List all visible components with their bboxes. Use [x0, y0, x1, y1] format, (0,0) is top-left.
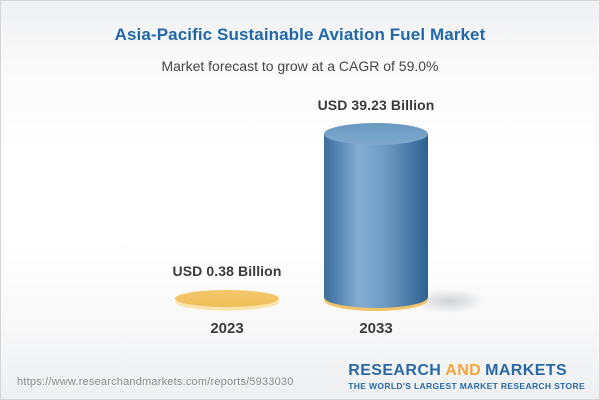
disc-ellipse [175, 290, 279, 307]
logo-word-research: RESEARCH [348, 361, 442, 379]
logo-word-markets: MARKETS [485, 361, 568, 379]
value-label-2033: USD 39.23 Billion [317, 97, 435, 113]
category-label-2033: 2033 [359, 320, 393, 337]
disc-shape [175, 290, 279, 311]
cylinder-shape [324, 123, 428, 311]
page-subtitle: Market forecast to grow at a CAGR of 59.… [161, 58, 439, 74]
page-title: Asia-Pacific Sustainable Aviation Fuel M… [114, 25, 486, 44]
logo-word-and: AND [445, 361, 482, 379]
value-label-2023: USD 0.38 Billion [172, 263, 282, 279]
logo-tagline: THE WORLD'S LARGEST MARKET RESEARCH STOR… [348, 380, 585, 391]
cylinder-top-ellipse [324, 123, 428, 145]
research-and-markets-logo: RESEARCH AND MARKETS THE WORLD'S LARGEST M… [348, 361, 585, 391]
bar-2023-disc [167, 287, 287, 319]
bar-2033-cylinder [316, 121, 436, 319]
report-url: https://www.researchandmarkets.com/repor… [17, 376, 294, 388]
logo-wordmark: RESEARCH AND MARKETS [348, 361, 585, 379]
category-label-2023: 2023 [210, 320, 244, 337]
cylinder-body [324, 134, 428, 308]
